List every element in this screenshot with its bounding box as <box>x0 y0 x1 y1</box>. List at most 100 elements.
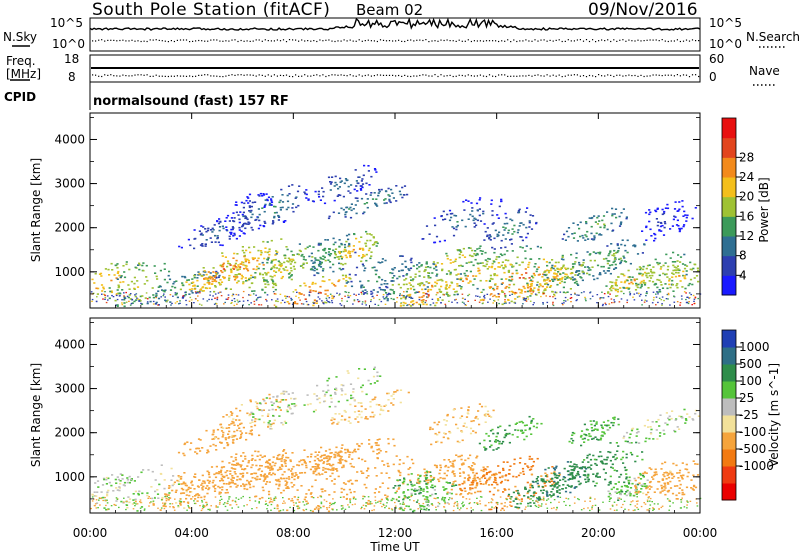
data-cell <box>370 300 372 303</box>
data-cell <box>509 501 512 503</box>
data-cell <box>261 288 264 291</box>
data-cell <box>278 485 281 487</box>
data-cell <box>485 481 488 483</box>
nsearch-dot <box>691 39 694 41</box>
data-cell <box>243 468 246 471</box>
data-cell <box>240 274 243 277</box>
data-cell <box>244 455 247 458</box>
data-cell <box>595 458 598 461</box>
data-cell <box>568 277 571 279</box>
data-cell <box>681 298 683 300</box>
data-cell <box>398 487 401 489</box>
data-cell <box>381 278 384 281</box>
nsearch-dot <box>622 39 624 41</box>
data-cell <box>448 209 452 212</box>
data-cell <box>474 250 477 252</box>
data-cell <box>272 220 275 222</box>
data-cell <box>554 291 557 293</box>
data-cell <box>247 460 250 462</box>
data-cell <box>453 293 456 296</box>
data-cell <box>661 303 663 305</box>
data-cell <box>507 495 510 497</box>
data-cell <box>200 304 203 306</box>
data-cell <box>347 281 350 283</box>
data-cell <box>332 270 335 273</box>
data-cell <box>116 305 119 307</box>
data-cell <box>363 269 366 272</box>
data-cell <box>241 468 244 470</box>
data-cell <box>280 492 283 494</box>
data-cell <box>471 210 474 212</box>
data-cell <box>676 269 679 271</box>
data-cell <box>123 296 126 299</box>
data-cell <box>268 471 271 474</box>
data-cell <box>291 476 294 479</box>
data-cell <box>319 242 322 245</box>
data-cell <box>349 462 352 465</box>
data-cell <box>493 289 496 291</box>
data-cell <box>575 464 578 466</box>
nsearch-dot <box>607 39 609 41</box>
data-cell <box>254 459 257 462</box>
data-cell <box>264 286 267 288</box>
data-cell <box>484 482 487 485</box>
data-cell <box>239 211 242 213</box>
nave-dot <box>679 75 681 77</box>
data-cell <box>199 289 202 291</box>
nsearch-dot <box>685 39 688 41</box>
data-cell <box>613 301 615 304</box>
data-cell <box>103 478 106 481</box>
data-cell <box>483 475 486 477</box>
nsearch-dot <box>434 40 436 42</box>
data-cell <box>383 199 386 201</box>
data-cell <box>467 466 470 468</box>
data-cell <box>461 489 464 492</box>
data-cell <box>431 484 434 486</box>
data-cell <box>552 301 554 303</box>
data-cell <box>119 292 122 295</box>
data-cell <box>564 300 567 302</box>
data-cell <box>516 503 519 505</box>
data-cell <box>562 264 565 267</box>
data-cell <box>595 232 598 235</box>
nsearch-dot <box>576 39 578 41</box>
data-cell <box>472 481 475 484</box>
data-cell <box>585 235 588 238</box>
data-cell <box>522 303 524 305</box>
data-cell <box>559 479 562 481</box>
data-cell <box>203 283 206 286</box>
data-cell <box>122 484 125 486</box>
nave-dot <box>367 74 369 76</box>
data-cell <box>118 295 121 297</box>
colorbar-frame <box>721 117 737 296</box>
data-cell <box>179 501 182 504</box>
data-cell <box>519 236 522 238</box>
data-cell <box>340 180 343 182</box>
data-cell <box>450 281 453 284</box>
data-cell <box>527 266 530 268</box>
data-cell <box>339 293 341 295</box>
data-cell <box>397 470 401 473</box>
data-cell <box>521 467 525 470</box>
data-cell <box>454 299 456 301</box>
data-cell <box>493 487 496 489</box>
nave-dot <box>513 75 515 77</box>
data-cell <box>466 275 469 277</box>
data-cell <box>146 298 149 300</box>
data-cell <box>337 187 340 190</box>
data-cell <box>408 496 411 498</box>
data-cell <box>532 481 535 483</box>
data-cell <box>436 262 439 264</box>
data-cell <box>271 468 274 470</box>
data-cell <box>220 469 223 472</box>
nave-dot <box>543 75 545 77</box>
data-cell <box>676 219 679 222</box>
data-cell <box>110 291 113 294</box>
data-cell <box>353 448 356 451</box>
data-cell <box>231 463 234 466</box>
nsearch-dot <box>613 39 615 41</box>
data-cell <box>337 258 340 260</box>
data-cell <box>582 259 585 261</box>
data-cell <box>581 279 584 282</box>
velocity-heatmap <box>90 366 702 513</box>
